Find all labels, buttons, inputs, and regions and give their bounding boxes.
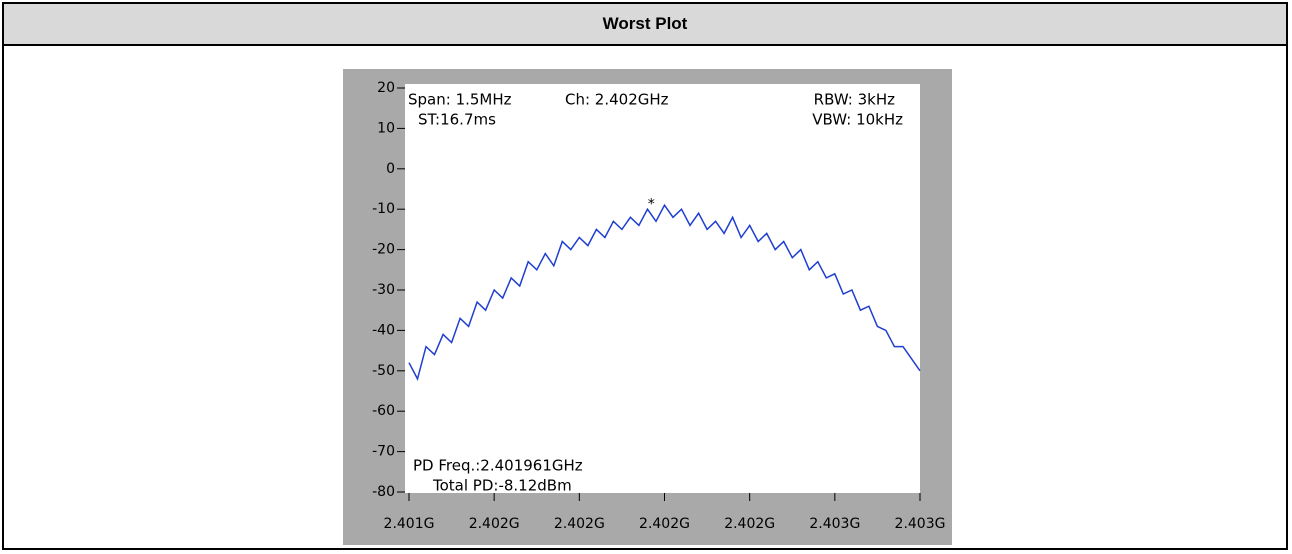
annotation: RBW: 3kHz bbox=[814, 91, 895, 109]
y-tick-label: -80 bbox=[372, 484, 395, 500]
annotation: VBW: 10kHz bbox=[812, 111, 903, 129]
annotation: PD Freq.:2.401961GHz bbox=[413, 457, 583, 475]
y-tick-label: -10 bbox=[372, 201, 395, 217]
peak-marker: * bbox=[648, 197, 655, 213]
y-tick-label: -70 bbox=[372, 444, 395, 460]
x-tick-label: 2.402G bbox=[469, 516, 520, 532]
y-tick-label: -30 bbox=[372, 282, 395, 298]
x-tick-label: 2.401G bbox=[384, 516, 435, 532]
x-tick-label: 2.402G bbox=[724, 516, 775, 532]
x-tick-label: 2.403G bbox=[809, 516, 860, 532]
y-tick-label: -50 bbox=[372, 363, 395, 379]
y-tick-label: -40 bbox=[372, 322, 395, 338]
annotation: ST:16.7ms bbox=[418, 111, 496, 129]
plot-area bbox=[405, 84, 920, 493]
annotation: Total PD:-8.12dBm bbox=[432, 477, 572, 495]
y-tick-label: 10 bbox=[377, 120, 395, 136]
x-tick-label: 2.403G bbox=[895, 516, 946, 532]
annotation: Ch: 2.402GHz bbox=[565, 91, 669, 109]
spectrum-line bbox=[408, 203, 921, 381]
x-tick-label: 2.402G bbox=[639, 516, 690, 532]
y-tick-label: -60 bbox=[372, 403, 395, 419]
y-tick-label: 20 bbox=[377, 80, 395, 96]
x-tick-label: 2.402G bbox=[554, 516, 605, 532]
y-tick-label: 0 bbox=[386, 161, 395, 177]
table-header: Worst Plot bbox=[4, 4, 1286, 46]
y-tick-label: -20 bbox=[372, 242, 395, 258]
annotation: Span: 1.5MHz bbox=[408, 91, 512, 109]
